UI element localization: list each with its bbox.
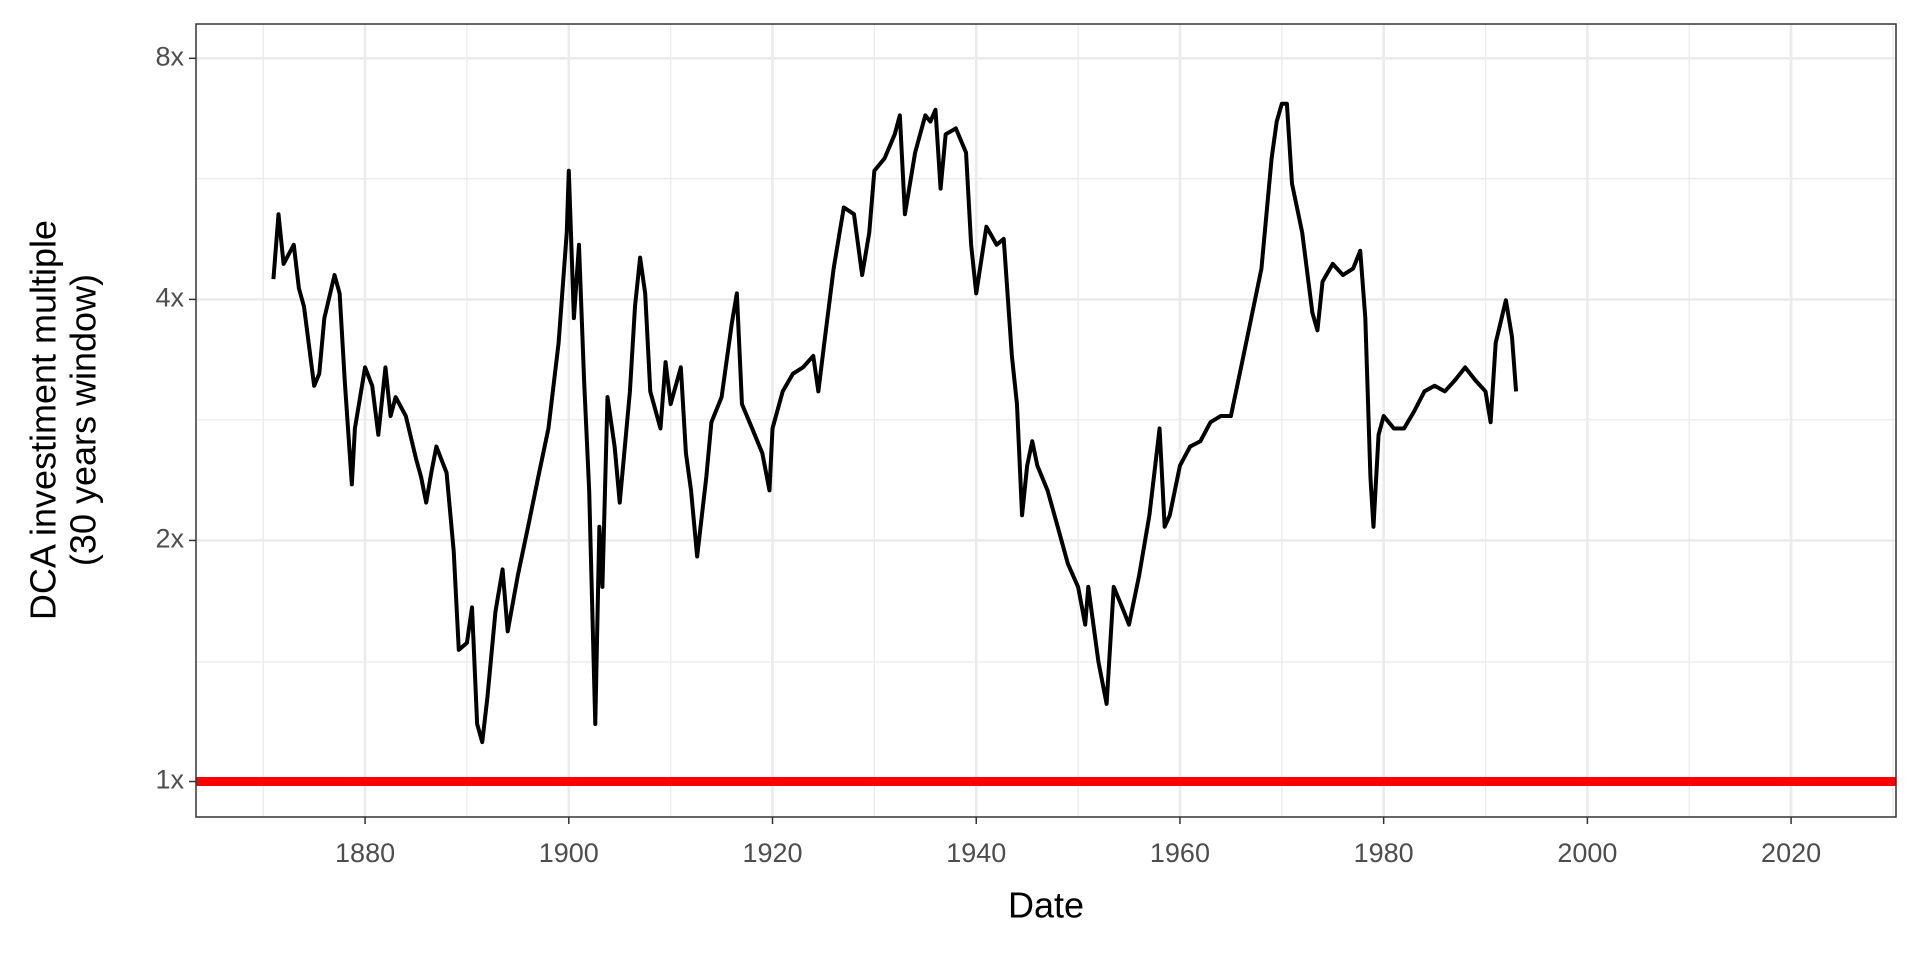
y-axis-title-line: DCA investiment multiple: [23, 220, 64, 620]
x-tick-label: 1980: [1354, 838, 1414, 868]
y-tick-label: 4x: [155, 283, 184, 313]
data-line: [271, 101, 1519, 745]
y-axis-title-line: (30 years window): [63, 274, 104, 566]
y-tick-label: 1x: [155, 765, 184, 795]
x-tick-label: 1940: [946, 838, 1006, 868]
x-tick-label: 2020: [1761, 838, 1821, 868]
y-tick-label: 8x: [155, 41, 184, 71]
x-tick-label: 1960: [1150, 838, 1210, 868]
x-tick-label: 1880: [335, 838, 395, 868]
y-axis-title: DCA investiment multiple (30 years windo…: [23, 220, 104, 620]
x-tick-label: 1920: [742, 838, 802, 868]
x-tick-label: 2000: [1557, 838, 1617, 868]
y-tick-label: 2x: [155, 524, 184, 554]
panel-border: [195, 23, 1897, 818]
x-tick-label: 1900: [539, 838, 599, 868]
x-axis-title: Date: [1008, 885, 1084, 926]
